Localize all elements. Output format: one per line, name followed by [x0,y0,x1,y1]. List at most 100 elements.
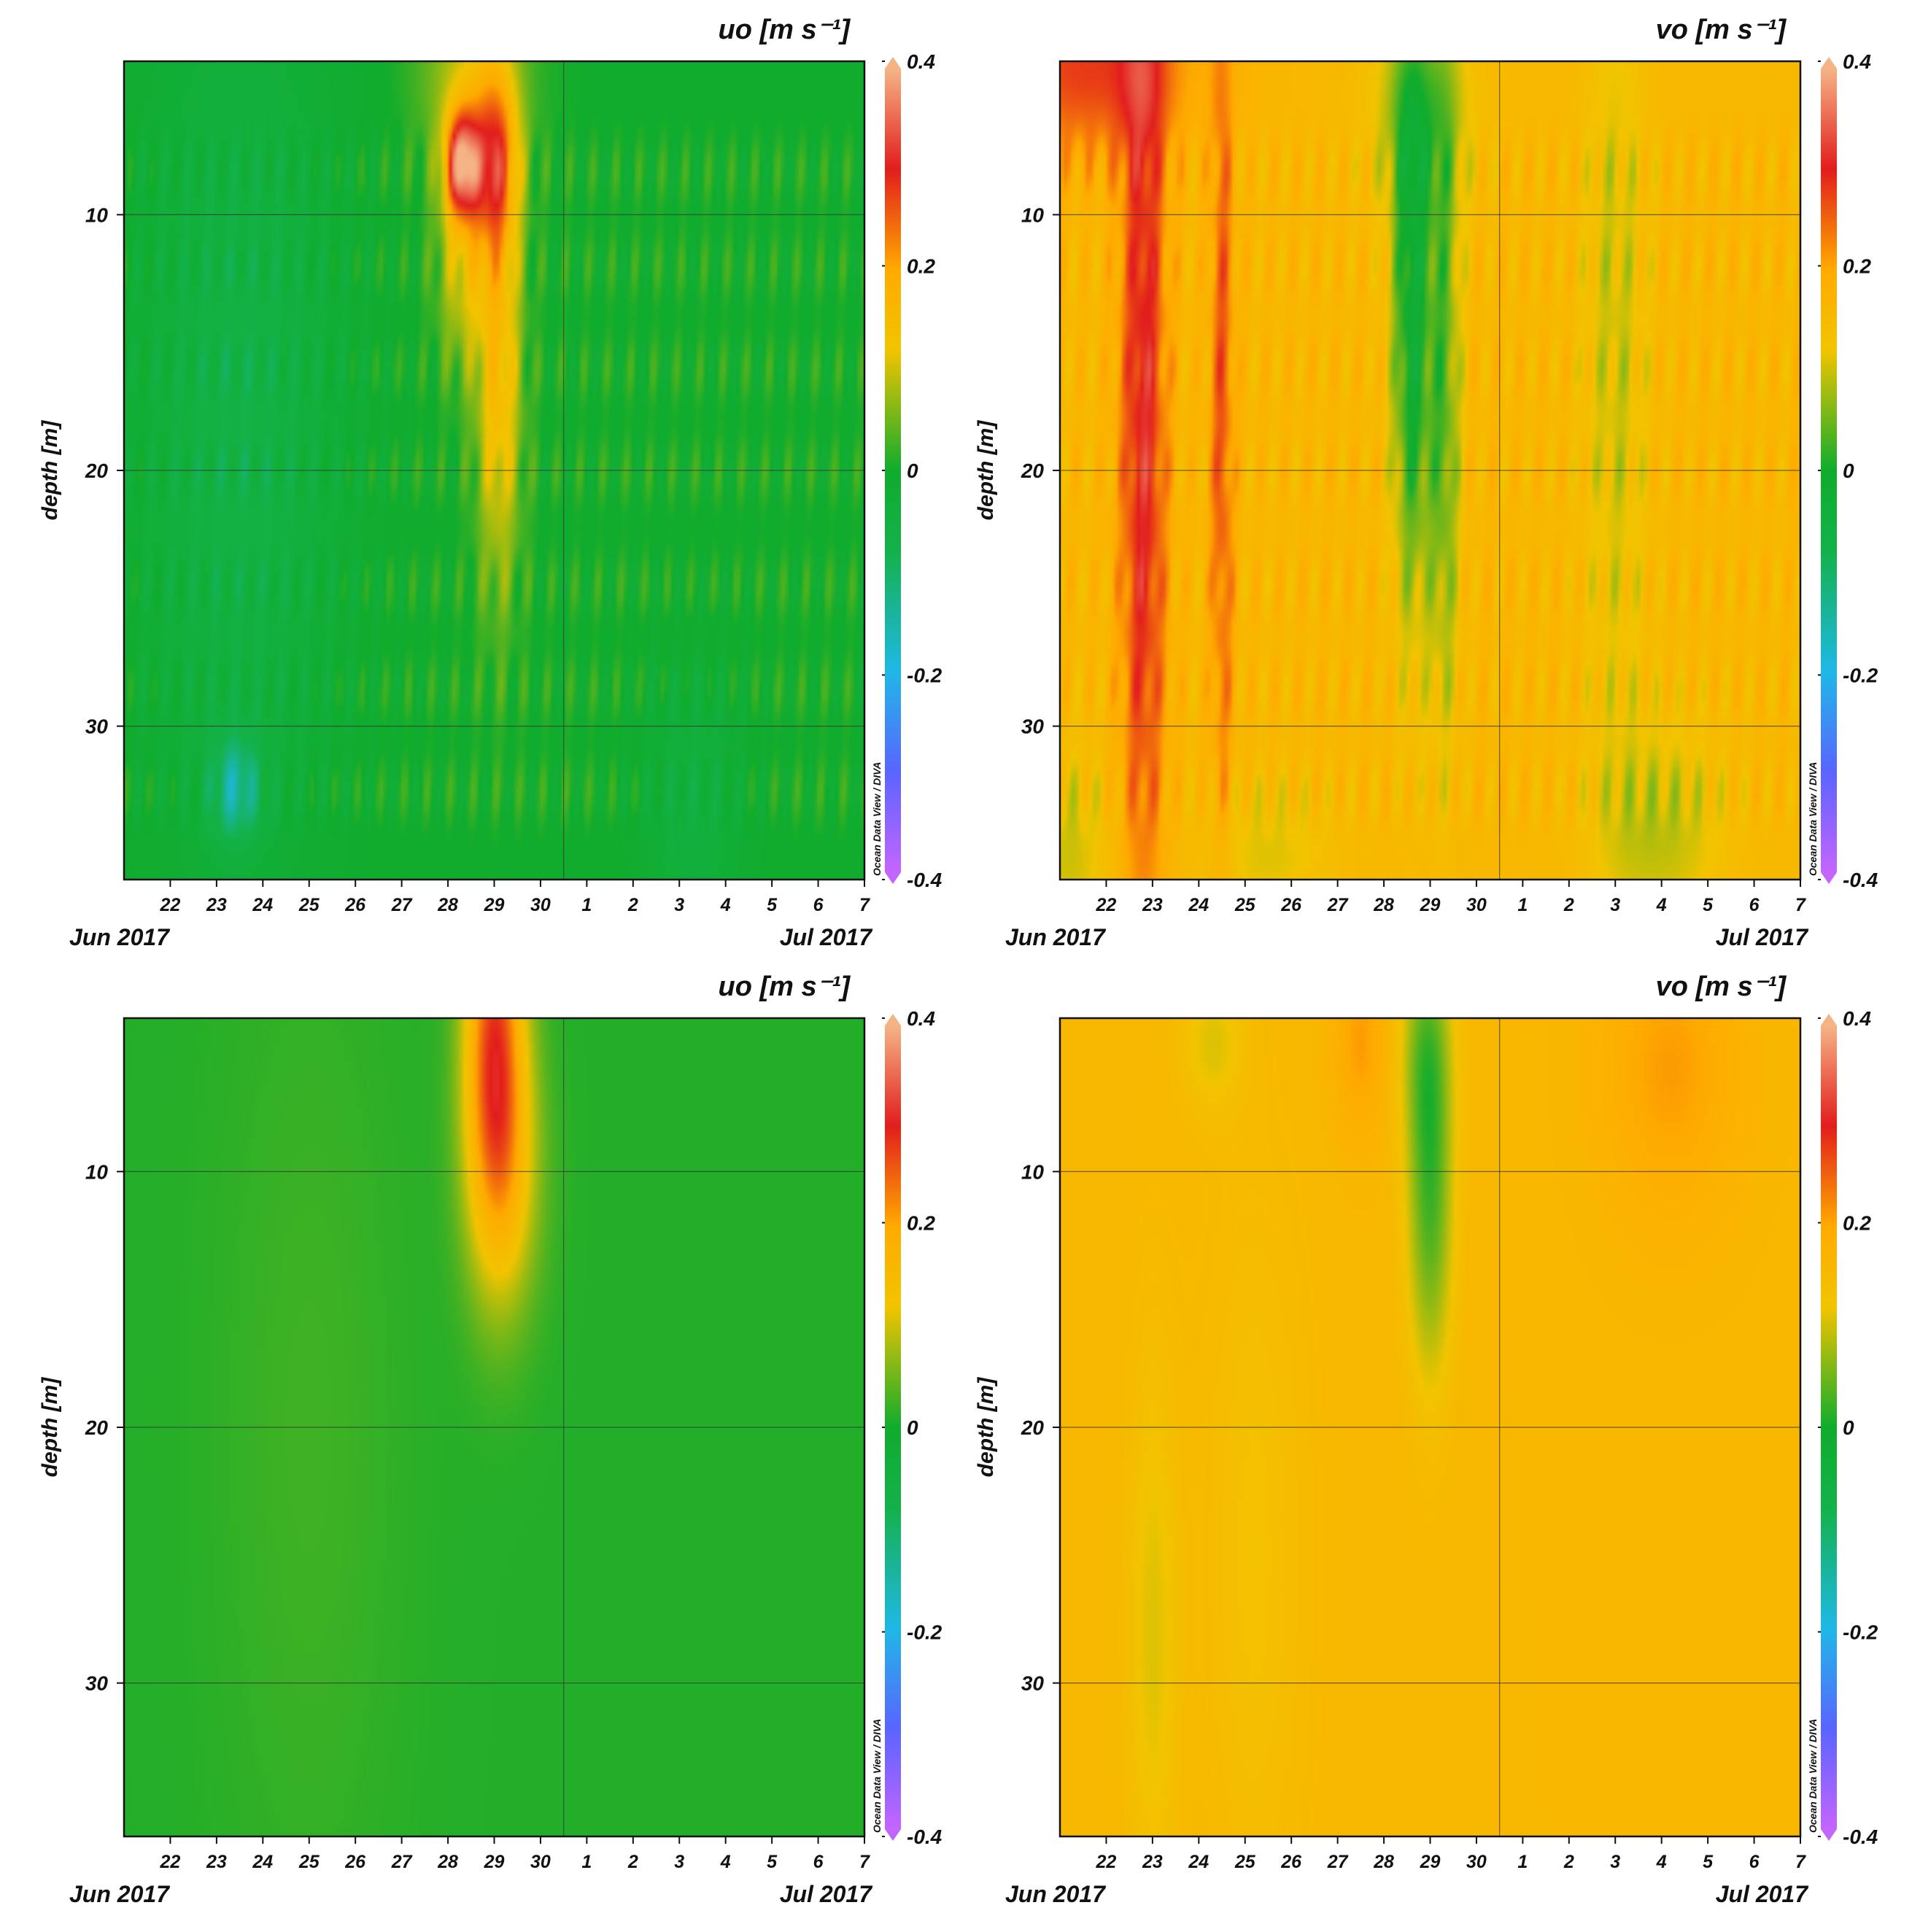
x-tick-label: 5 [1703,1852,1714,1872]
y-tick-label: 20 [85,459,109,482]
x-tick-label: 27 [391,1852,413,1872]
x-tick-label: 26 [1280,895,1302,915]
colorbar-tick-label: -0.4 [907,869,943,891]
colorbar-tick-label: -0.4 [1843,1826,1878,1848]
x-tick-label: 4 [1656,1852,1667,1872]
x-tick-label: 29 [484,895,505,915]
colorbar-tick-label: 0 [1843,459,1854,482]
x-tick-label: 6 [1749,1852,1760,1872]
x-tick-label: 4 [720,1852,731,1872]
y-axis-label: depth [m] [974,420,998,521]
x-tick-label: 7 [1795,895,1806,915]
colorbar-tick-label: 0 [1843,1416,1854,1439]
x-tick-label: 23 [206,895,227,915]
credit-label: Ocean Data View / DIVA [1807,762,1819,876]
colorbar-tick-label: 0.2 [907,1212,935,1235]
x-tick-label: 29 [1420,895,1441,915]
x-tick-label: 23 [206,1852,227,1872]
x-tick-label: 30 [530,895,551,915]
colorbar-tick-label: 0.2 [1843,1212,1871,1235]
x-tick-label: 3 [674,895,684,915]
x-tick-label: 28 [437,895,458,915]
x-tick-label: 7 [859,895,870,915]
x-tick-label: 30 [1466,895,1487,915]
y-tick-label: 30 [1021,715,1045,738]
y-tick-label: 20 [1021,1416,1045,1439]
x-tick-label: 7 [1795,1852,1806,1872]
colorbar-bottom-arrow [1821,1829,1837,1841]
x-tick-label: 7 [859,1852,870,1872]
x-tick-label: 24 [1188,895,1209,915]
x-tick-label: 30 [1466,1852,1487,1872]
x-tick-label: 27 [1327,1852,1349,1872]
x-tick-label: 5 [767,1852,778,1872]
colorbar-tick-label: -0.2 [1843,664,1878,687]
x-tick-label: 25 [1234,895,1256,915]
colorbar-tick-label: 0.4 [1843,1007,1871,1030]
y-tick-label: 10 [1021,203,1045,226]
y-tick-label: 10 [85,1160,109,1183]
colorbar-tick-label: 0 [907,1416,918,1439]
x-tick-label: 2 [1563,895,1574,915]
x-tick-label: 3 [1610,895,1620,915]
x-label-start: Jun 2017 [69,924,171,950]
colorbar [1821,1025,1837,1829]
x-tick-label: 2 [1563,1852,1574,1872]
y-tick-label: 20 [1021,459,1045,482]
x-label-start: Jun 2017 [1005,924,1107,950]
x-tick-label: 1 [1517,895,1528,915]
x-tick-label: 29 [1420,1852,1441,1872]
x-tick-label: 27 [1327,895,1349,915]
chart-title: uo [m s⁻¹] [719,15,851,45]
y-axis-label: depth [m] [38,1377,62,1478]
x-tick-label: 30 [530,1852,551,1872]
x-tick-label: 27 [391,895,413,915]
chart-title: uo [m s⁻¹] [719,971,851,1002]
x-tick-label: 23 [1142,895,1163,915]
colorbar-tick-label: 0.4 [907,50,935,73]
x-tick-label: 28 [437,1852,458,1872]
colorbar [885,69,901,872]
x-label-end: Jul 2017 [780,924,874,950]
colorbar-top-arrow [1821,57,1837,69]
y-tick-label: 30 [85,1672,109,1695]
colorbar-top-arrow [1821,1014,1837,1025]
colorbar-tick-label: -0.2 [1843,1621,1878,1644]
x-tick-label: 25 [1234,1852,1256,1872]
x-tick-label: 22 [1096,895,1117,915]
x-tick-label: 22 [160,1852,181,1872]
x-tick-label: 29 [484,1852,505,1872]
colorbar-tick-label: 0.4 [1843,50,1871,73]
y-axis-label: depth [m] [38,420,62,521]
x-tick-label: 5 [1703,895,1714,915]
y-tick-label: 10 [1021,1160,1045,1183]
x-tick-label: 25 [298,1852,320,1872]
colorbar-top-arrow [885,1014,901,1025]
x-tick-label: 26 [1280,1852,1302,1872]
x-label-end: Jul 2017 [1716,1881,1810,1907]
x-tick-label: 24 [252,895,273,915]
credit-label: Ocean Data View / DIVA [871,762,883,876]
y-axis-label: depth [m] [974,1377,998,1478]
colorbar-tick-label: -0.4 [907,1826,943,1848]
x-label-end: Jul 2017 [1716,924,1810,950]
x-tick-label: 28 [1373,895,1394,915]
x-tick-label: 2 [627,895,638,915]
x-label-start: Jun 2017 [1005,1881,1107,1907]
colorbar [885,1025,901,1829]
colorbar-top-arrow [885,57,901,69]
x-tick-label: 5 [767,895,778,915]
x-tick-label: 22 [160,895,181,915]
x-tick-label: 22 [1096,1852,1117,1872]
x-tick-label: 1 [581,895,592,915]
colorbar-tick-label: 0.2 [1843,255,1871,278]
credit-label: Ocean Data View / DIVA [1807,1719,1819,1833]
x-tick-label: 3 [674,1852,684,1872]
colorbar-tick-label: -0.2 [907,664,943,687]
y-tick-label: 20 [85,1416,109,1439]
